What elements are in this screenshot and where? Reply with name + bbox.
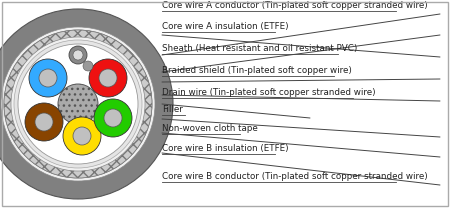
Text: Core wire A conductor (Tin-plated soft copper stranded wire): Core wire A conductor (Tin-plated soft c… — [162, 1, 428, 10]
Circle shape — [73, 50, 83, 60]
Circle shape — [69, 46, 87, 64]
Text: Braided shield (Tin-plated soft copper wire): Braided shield (Tin-plated soft copper w… — [162, 66, 352, 75]
Text: Filler: Filler — [162, 105, 183, 114]
Circle shape — [104, 109, 122, 127]
Circle shape — [94, 99, 132, 137]
Circle shape — [1, 27, 155, 181]
Circle shape — [99, 69, 117, 87]
Circle shape — [39, 69, 57, 87]
Circle shape — [89, 59, 127, 97]
Text: Sheath (Heat resistant and oil resistant PVC): Sheath (Heat resistant and oil resistant… — [162, 44, 357, 53]
Text: Core wire B conductor (Tin-plated soft copper stranded wire): Core wire B conductor (Tin-plated soft c… — [162, 172, 428, 181]
Text: Non-woven cloth tape: Non-woven cloth tape — [162, 124, 258, 133]
Circle shape — [4, 30, 152, 178]
Circle shape — [14, 40, 142, 168]
Circle shape — [18, 44, 138, 164]
Text: Core wire B insulation (ETFE): Core wire B insulation (ETFE) — [162, 144, 288, 153]
Circle shape — [73, 127, 91, 145]
Text: Core wire A insulation (ETFE): Core wire A insulation (ETFE) — [162, 22, 288, 31]
Circle shape — [35, 113, 53, 131]
Circle shape — [83, 61, 93, 71]
Circle shape — [63, 117, 101, 155]
Circle shape — [25, 103, 63, 141]
Circle shape — [11, 37, 145, 171]
Circle shape — [4, 30, 152, 178]
Circle shape — [58, 84, 98, 124]
Circle shape — [0, 9, 173, 199]
Circle shape — [29, 59, 67, 97]
Text: Drain wire (Tin-plated soft copper stranded wire): Drain wire (Tin-plated soft copper stran… — [162, 88, 376, 97]
